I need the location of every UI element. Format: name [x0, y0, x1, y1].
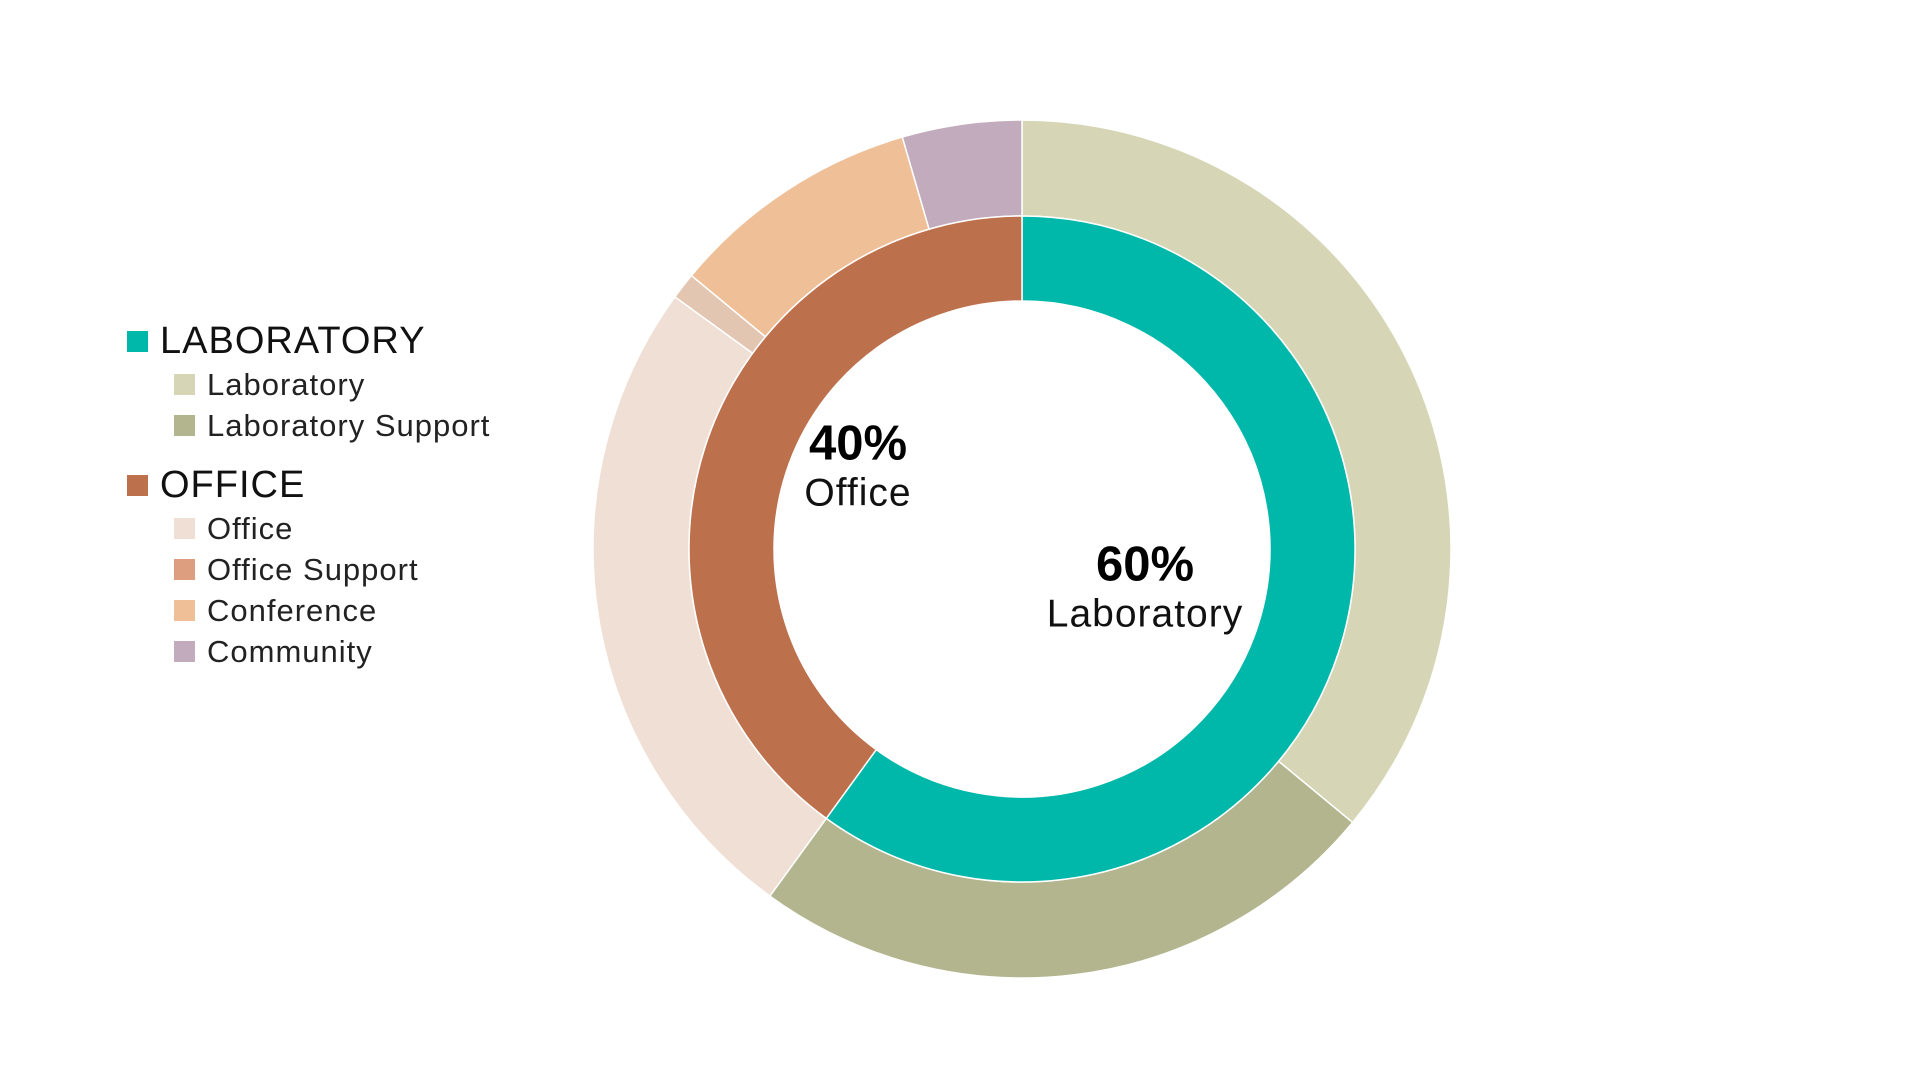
legend-item-conference: Conference: [127, 590, 647, 631]
legend-swatch-office: [174, 518, 195, 539]
legend-swatch-conference: [174, 600, 195, 621]
legend-swatch-laboratory-support: [174, 415, 195, 436]
legend-item-laboratory: Laboratory: [127, 364, 647, 405]
legend-group-header: LABORATORY: [127, 318, 647, 364]
legend-group-header: OFFICE: [127, 462, 647, 508]
legend-item-label: Community: [207, 633, 373, 669]
legend-item-office: Office: [127, 508, 647, 549]
legend-group-label-laboratory: LABORATORY: [160, 319, 426, 362]
legend-item-label: Office Support: [207, 551, 419, 587]
legend-group-label-office: OFFICE: [160, 463, 306, 506]
center-label-office-name: Office: [804, 471, 912, 515]
legend-item-label: Conference: [207, 592, 378, 628]
chart-legend: LABORATORY Laboratory Laboratory Support…: [127, 318, 647, 688]
legend-item-office-support: Office Support: [127, 549, 647, 590]
legend-swatch-office-group: [127, 474, 148, 496]
inner-ring-slice-office: [688, 215, 1023, 820]
legend-group-laboratory: LABORATORY Laboratory Laboratory Support: [127, 318, 647, 446]
legend-group-office: OFFICE Office Office Support Conference …: [127, 462, 647, 672]
inner-ring-slice-laboratory: [825, 215, 1356, 883]
center-label-laboratory: 60% Laboratory: [1046, 537, 1244, 638]
legend-item-label: Laboratory Support: [207, 407, 491, 443]
legend-item-laboratory-support: Laboratory Support: [127, 405, 647, 446]
center-label-laboratory-percent: 60%: [1095, 537, 1195, 592]
inner-ring: [688, 215, 1356, 883]
center-label-office: 40% Office: [804, 416, 912, 517]
outer-ring: [592, 119, 1452, 979]
legend-item-label: Laboratory: [207, 366, 366, 402]
legend-swatch-laboratory: [174, 374, 195, 395]
legend-swatch-office-support: [174, 559, 195, 580]
center-label-office-percent: 40%: [808, 416, 908, 471]
center-label-laboratory-name: Laboratory: [1046, 592, 1244, 636]
legend-item-community: Community: [127, 631, 647, 672]
legend-swatch-laboratory-group: [127, 330, 148, 352]
legend-item-label: Office: [207, 510, 294, 546]
legend-swatch-community: [174, 641, 195, 662]
